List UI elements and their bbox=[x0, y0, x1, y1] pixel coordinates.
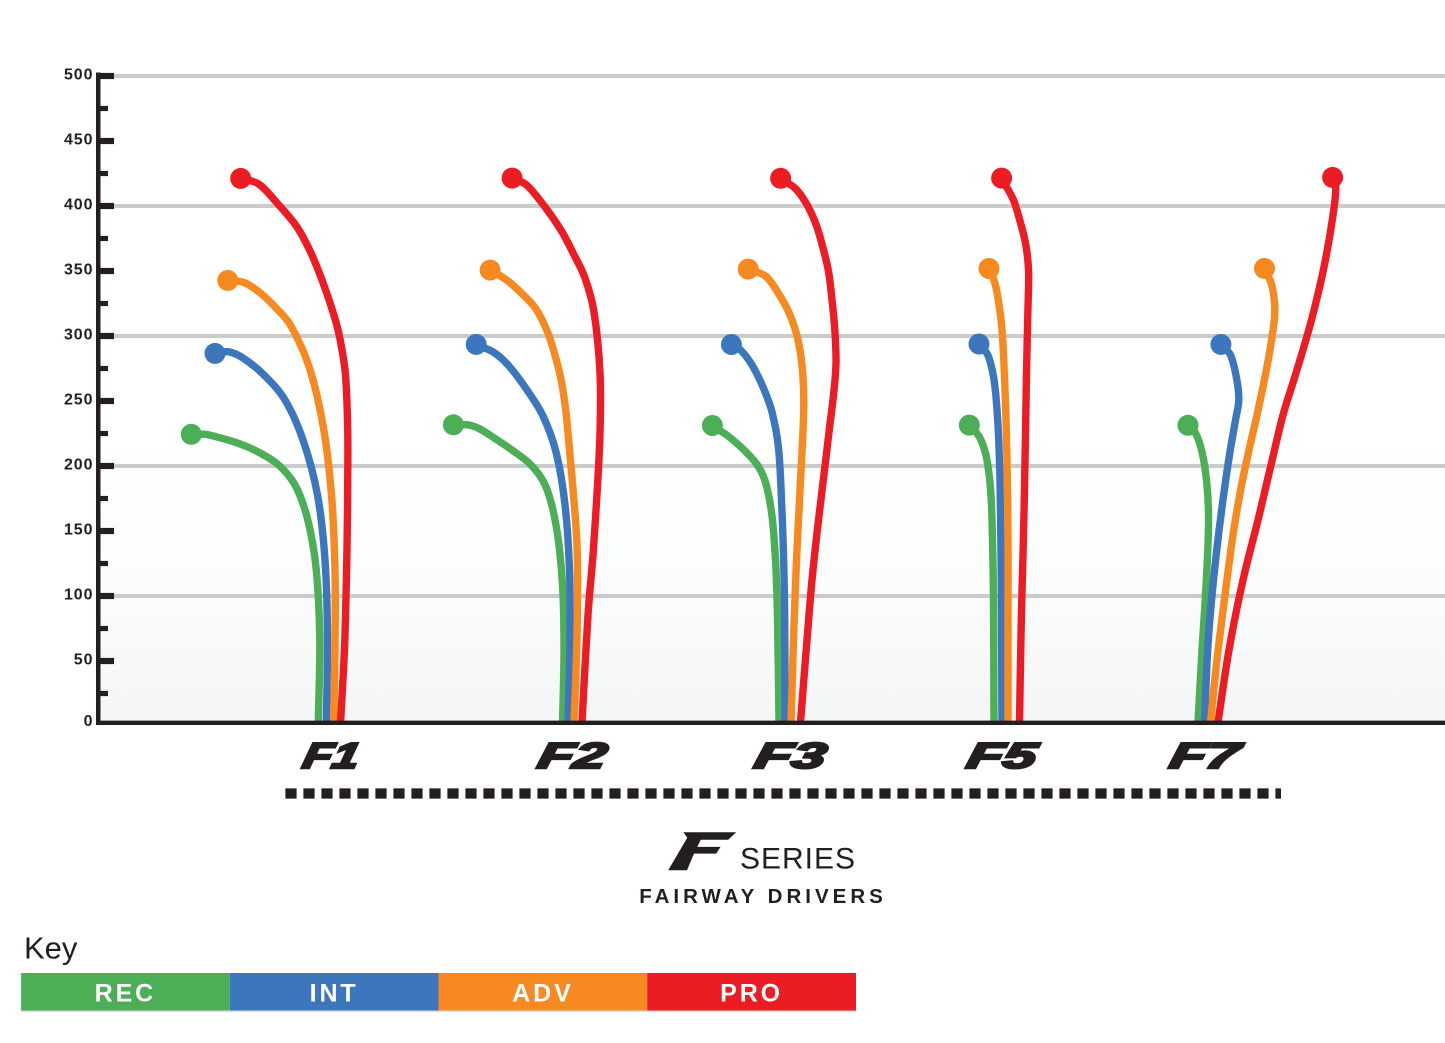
svg-text:100: 100 bbox=[64, 587, 93, 604]
svg-text:F2: F2 bbox=[534, 735, 611, 776]
svg-text:0: 0 bbox=[84, 713, 94, 730]
svg-text:REC: REC bbox=[95, 980, 156, 1008]
svg-text:400: 400 bbox=[64, 197, 93, 214]
svg-text:50: 50 bbox=[74, 652, 94, 669]
svg-text:PRO: PRO bbox=[720, 980, 783, 1008]
svg-text:FAIRWAY DRIVERS: FAIRWAY DRIVERS bbox=[639, 885, 887, 908]
svg-text:Key: Key bbox=[24, 931, 78, 966]
svg-text:F5: F5 bbox=[963, 735, 1042, 776]
svg-text:F1: F1 bbox=[299, 735, 364, 776]
svg-text:ADV: ADV bbox=[512, 980, 573, 1008]
svg-text:450: 450 bbox=[64, 132, 93, 149]
svg-text:F7: F7 bbox=[1166, 735, 1246, 776]
svg-text:F3: F3 bbox=[751, 735, 831, 776]
svg-text:INT: INT bbox=[310, 980, 359, 1008]
svg-text:300: 300 bbox=[64, 327, 93, 344]
svg-text:250: 250 bbox=[64, 392, 93, 409]
svg-text:SERIES: SERIES bbox=[740, 843, 856, 876]
svg-text:200: 200 bbox=[64, 457, 93, 474]
svg-text:150: 150 bbox=[64, 522, 93, 539]
svg-text:500: 500 bbox=[64, 67, 93, 84]
svg-text:350: 350 bbox=[64, 262, 93, 279]
